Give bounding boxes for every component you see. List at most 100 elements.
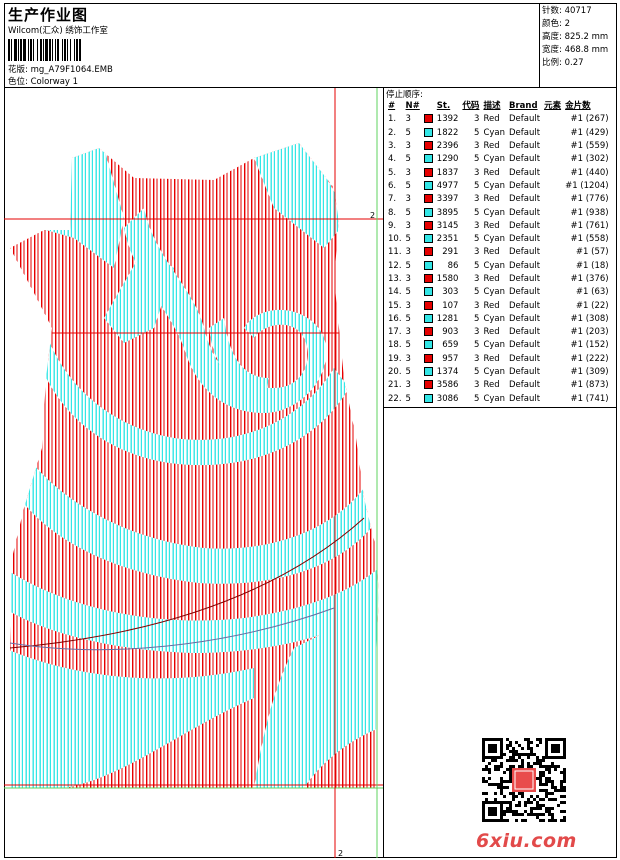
cell-stitches: 3397 xyxy=(436,194,459,205)
cell-stitches: 1822 xyxy=(436,127,459,138)
cell-desc: Red xyxy=(483,247,500,258)
cell-brand: Default xyxy=(509,300,541,311)
table-row: 20. 5 1374 5 Cyan Default #1 (309) xyxy=(386,366,611,379)
cell-desc: Cyan xyxy=(483,234,505,245)
color-swatch xyxy=(423,287,433,297)
file-name: mg_A79F1064.EMB xyxy=(30,65,113,75)
cell-brand: Default xyxy=(509,353,541,364)
stop-sequence-panel: 停止顺序: # N# St. 代码 描述 Brand 元素 金片数 1. 3 139… xyxy=(384,88,617,408)
cell-desc: Red xyxy=(483,380,500,391)
cell-swatch xyxy=(422,206,435,219)
cell-swatch xyxy=(422,246,435,259)
cell-element xyxy=(542,220,563,233)
table-row: 7. 3 3397 3 Red Default #1 (776) xyxy=(386,193,611,206)
cell-stitches: 1374 xyxy=(436,367,459,378)
cell-sequin: #1 (1204) xyxy=(565,180,609,191)
cell-num: 11. xyxy=(388,247,402,258)
cell-stitches: 291 xyxy=(442,247,459,258)
cell-needle: 3 xyxy=(405,141,411,152)
cell-element xyxy=(542,233,563,246)
col-header-num: # xyxy=(388,101,396,112)
cell-desc: Red xyxy=(483,274,500,284)
cell-stitches: 3145 xyxy=(436,220,459,231)
cell-element xyxy=(542,326,563,339)
stat-colors: 颜色: 2 xyxy=(542,19,570,29)
design-preview: 2 2 xyxy=(4,88,384,858)
cell-code: 3 xyxy=(474,274,480,284)
cell-element xyxy=(542,166,563,179)
cell-element xyxy=(542,366,563,379)
cell-swatch xyxy=(422,299,435,312)
cell-brand: Default xyxy=(509,194,541,205)
cell-sequin: #1 (222) xyxy=(570,353,609,364)
cell-desc: Red xyxy=(483,114,500,125)
cell-element xyxy=(542,153,563,166)
cell-sequin: #1 (741) xyxy=(570,393,609,404)
color-swatch xyxy=(423,274,433,283)
cell-num: 15. xyxy=(388,300,402,311)
cell-element xyxy=(542,353,563,366)
cell-needle: 5 xyxy=(405,234,411,245)
cell-num: 1. xyxy=(388,114,397,125)
cell-swatch xyxy=(422,313,435,326)
cell-code: 3 xyxy=(474,141,480,152)
color-swatch xyxy=(423,114,433,124)
table-row: 6. 5 4977 5 Cyan Default #1 (1204) xyxy=(386,180,611,193)
dress-shape xyxy=(10,143,379,788)
sequence-table: # N# St. 代码 描述 Brand 元素 金片数 1. 3 1392 3 Red D… xyxy=(386,100,611,406)
marker-bottom: 2 xyxy=(338,849,343,858)
col-header-brand: Brand xyxy=(509,101,538,112)
table-row: 12. 5 86 5 Cyan Default #1 (18) xyxy=(386,260,611,273)
color-swatch xyxy=(423,380,433,390)
cell-desc: Cyan xyxy=(483,287,505,298)
site-logo: 6xiu.com xyxy=(476,830,577,852)
cell-stitches: 107 xyxy=(442,300,459,311)
cell-num: 10. xyxy=(388,234,402,245)
table-row: 13. 3 1580 3 Red Default #1 (376) xyxy=(386,273,611,286)
cell-code: 5 xyxy=(474,207,480,218)
color-swatch xyxy=(423,247,433,257)
color-swatch xyxy=(423,353,433,363)
table-row: 10. 5 2351 5 Cyan Default #1 (558) xyxy=(386,233,611,246)
qr-center-seal xyxy=(512,768,536,792)
cell-brand: Default xyxy=(509,220,541,231)
cell-stitches: 4977 xyxy=(436,180,459,191)
colorway-label: 色位: xyxy=(8,77,28,87)
color-swatch xyxy=(423,180,433,190)
cell-brand: Default xyxy=(509,274,541,284)
cell-swatch xyxy=(422,393,435,406)
stat-stitches: 针数: 40717 xyxy=(542,6,592,16)
cell-desc: Cyan xyxy=(483,154,505,165)
cell-brand: Default xyxy=(509,127,541,138)
table-row: 22. 5 3086 5 Cyan Default #1 (741) xyxy=(386,393,611,406)
cell-desc: Red xyxy=(483,300,500,311)
color-swatch xyxy=(423,207,433,217)
cell-sequin: #1 (873) xyxy=(570,380,609,391)
cell-code: 3 xyxy=(474,220,480,231)
table-row: 14. 5 303 5 Cyan Default #1 (63) xyxy=(386,286,611,299)
cell-element xyxy=(542,313,563,326)
cell-element xyxy=(542,246,563,259)
cell-element xyxy=(542,393,563,406)
cell-num: 13. xyxy=(388,274,402,284)
cell-element xyxy=(542,180,563,193)
color-swatch xyxy=(423,220,433,230)
cell-swatch xyxy=(422,180,435,193)
cell-needle: 5 xyxy=(405,260,411,271)
file-line: 花版: mg_A79F1064.EMB xyxy=(8,63,113,75)
cell-swatch xyxy=(422,113,435,126)
color-swatch xyxy=(423,340,433,350)
cell-needle: 3 xyxy=(405,220,411,231)
stats-panel: 针数: 40717 颜色: 2 高度: 825.2 mm 宽度: 468.8 m… xyxy=(540,3,617,88)
stat-width: 宽度: 468.8 mm xyxy=(542,45,609,55)
col-header-needle: N# xyxy=(405,101,420,112)
cell-element xyxy=(542,379,563,392)
col-header-stitches: St. xyxy=(436,101,451,112)
table-row: 5. 3 1837 3 Red Default #1 (440) xyxy=(386,166,611,179)
table-row: 16. 5 1281 5 Cyan Default #1 (308) xyxy=(386,313,611,326)
cell-code: 5 xyxy=(474,340,480,351)
cell-needle: 3 xyxy=(405,300,411,311)
cell-swatch xyxy=(422,286,435,299)
cell-brand: Default xyxy=(509,340,541,351)
cell-code: 5 xyxy=(474,234,480,245)
